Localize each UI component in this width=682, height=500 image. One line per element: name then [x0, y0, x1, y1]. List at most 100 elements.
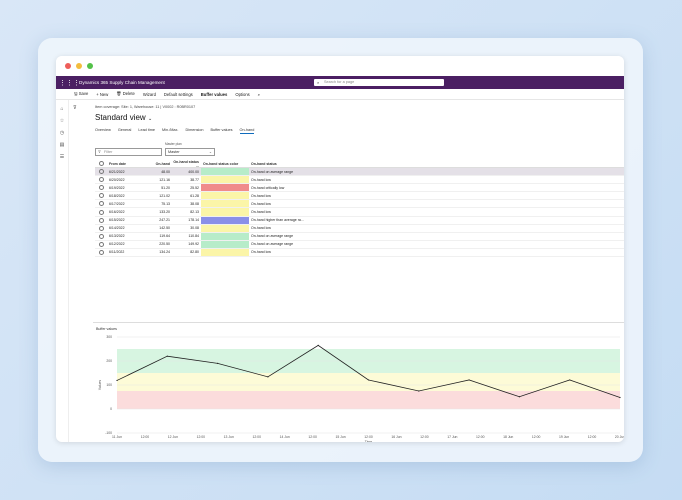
table-row[interactable]: 6/12/2022 220.50 149.92 On-hand on average … [95, 240, 624, 249]
row-select-cell[interactable] [95, 193, 107, 199]
cell-date: 6/20/2022 [109, 177, 125, 182]
delete-button[interactable]: 🗑 Delete [116, 91, 135, 96]
workspaces-icon[interactable]: ▤ [59, 142, 65, 148]
column-header-color[interactable]: On-hand status color [203, 161, 239, 166]
delete-label: Delete [122, 91, 135, 96]
tab-buffer-values[interactable]: Buffer values [210, 128, 233, 132]
cell-date: 6/11/2022 [109, 250, 125, 255]
filter-pane-icon[interactable]: ⊽ [73, 105, 77, 111]
cell-onhand: 75.13 [161, 201, 170, 206]
maximize-dot-icon[interactable] [87, 63, 93, 69]
y-tick-label: -100 [105, 431, 112, 435]
tab-min-max[interactable]: Min./Max. [162, 128, 179, 132]
minimize-dot-icon[interactable] [76, 63, 82, 69]
row-select-radio[interactable] [98, 185, 104, 191]
favorites-icon[interactable]: ☆ [59, 118, 65, 124]
x-tick-label: 12:00 [141, 435, 150, 439]
tab-overview[interactable]: Overview [95, 128, 111, 132]
tab-dimension[interactable]: Dimension [185, 128, 204, 132]
cell-date: 6/21/2022 [109, 169, 125, 174]
column-header-status[interactable]: On-hand status [251, 161, 277, 166]
action-pane: 🖫 Save + New 🗑 Delete Wizard Default set… [56, 89, 624, 100]
cell-date: 6/18/2022 [109, 193, 125, 198]
cell-status: On-hand higher than average ra... [251, 218, 304, 223]
table-row[interactable]: 6/11/2022 134.24 82.80 On-hand low [95, 248, 624, 258]
row-select-radio[interactable] [98, 225, 104, 231]
row-select-radio[interactable] [98, 177, 104, 183]
row-select-cell[interactable] [95, 209, 107, 215]
data-point [619, 396, 621, 399]
column-header-onhand[interactable]: On-hand [155, 161, 170, 166]
cell-status-color [201, 248, 249, 257]
cell-status-color [201, 168, 249, 176]
row-select-cell[interactable] [95, 169, 107, 175]
table-row[interactable]: 6/19/2022 51.20 25.52 On-hand critically lo… [95, 184, 624, 193]
row-select-cell[interactable] [95, 185, 107, 191]
x-tick-label: 12:00 [476, 435, 485, 439]
options-button[interactable]: Options [235, 91, 250, 97]
cell-status-color [201, 192, 249, 200]
app-header: ⋮⋮⋮ Dynamics 365 Supply Chain Management… [56, 76, 624, 89]
row-select-cell[interactable] [95, 233, 107, 239]
waffle-icon[interactable]: ⋮⋮⋮ [59, 79, 80, 87]
row-select-radio[interactable] [98, 233, 104, 239]
search-actions-icon[interactable]: ⌕ [257, 91, 261, 97]
row-select-radio[interactable] [98, 249, 104, 255]
row-select-radio[interactable] [98, 217, 104, 223]
home-icon[interactable]: ⌂ [60, 106, 64, 112]
tab-general[interactable]: General [117, 128, 132, 132]
search-input[interactable]: ⌕ Search for a page [314, 79, 444, 86]
row-select-radio[interactable] [98, 193, 104, 199]
cell-status: On-hand on average range [251, 242, 294, 247]
cell-status-color [201, 224, 249, 232]
y-tick-label: 200 [106, 359, 112, 363]
row-select-cell[interactable] [95, 217, 107, 223]
column-header-date[interactable]: From date [109, 161, 126, 166]
recent-icon[interactable]: ◷ [59, 130, 65, 136]
row-select-cell[interactable] [95, 241, 107, 247]
cell-onhand-pct: 110.84 [188, 234, 199, 239]
select-all-cell[interactable] [95, 161, 107, 166]
tab-lead-time[interactable]: Lead time [138, 128, 156, 132]
buffer-values-button[interactable]: Buffer values [200, 91, 228, 97]
table-row[interactable]: 6/14/2022 142.50 30.08 On-hand low [95, 224, 624, 233]
row-select-cell[interactable] [95, 249, 107, 255]
master-plan-select[interactable]: Master ⌄ [165, 148, 215, 156]
default-settings-button[interactable]: Default settings [163, 91, 193, 97]
table-row[interactable]: 6/15/2022 247.21 178.14 On-hand higher than… [95, 216, 624, 225]
y-tick-label: 0 [110, 407, 112, 411]
row-select-cell[interactable] [95, 177, 107, 183]
buffer-values-chart: -100 0 100 200 300 11 Jun 12:00 12 Jun 12:00 13 J… [98, 335, 624, 442]
wizard-button[interactable]: Wizard [142, 91, 156, 97]
filter-input[interactable]: ⊽ Filter [95, 148, 162, 156]
table-row[interactable]: 6/17/2022 75.13 38.08 On-hand low [95, 200, 624, 209]
y-axis-label: Values [98, 380, 102, 390]
select-all-radio[interactable] [98, 161, 104, 166]
column-header-onhand-pct[interactable]: On-hand status ... [173, 159, 199, 168]
band-low-on-hand [117, 373, 620, 391]
table-row[interactable]: 6/16/2022 133.20 82.13 On-hand low [95, 208, 624, 217]
row-select-cell[interactable] [95, 225, 107, 231]
row-select-radio[interactable] [98, 169, 104, 175]
modules-icon[interactable]: ☰ [59, 154, 65, 160]
cell-status-color [201, 240, 249, 248]
x-tick-label: 12:00 [364, 435, 373, 439]
row-select-radio[interactable] [98, 201, 104, 207]
table-row[interactable]: 6/20/2022 121.16 38.77 On-hand low [95, 176, 624, 185]
row-select-cell[interactable] [95, 201, 107, 207]
view-selector[interactable]: Standard view ⌄ [95, 113, 152, 122]
x-tick-label: 12:00 [532, 435, 541, 439]
table-row[interactable]: 6/21/2022 48.00 400.00 On-hand on average r… [95, 168, 624, 177]
table-row[interactable]: 6/13/2022 119.64 110.84 On-hand on average … [95, 232, 624, 241]
row-select-radio[interactable] [98, 241, 104, 247]
row-select-radio[interactable] [98, 209, 104, 215]
save-button[interactable]: 🖫 Save [74, 90, 89, 96]
cell-status: On-hand low [251, 201, 271, 206]
table-row[interactable]: 6/18/2022 121.02 61.28 On-hand low [95, 192, 624, 201]
close-dot-icon[interactable] [65, 63, 71, 69]
x-tick-label: 20 Jun [615, 435, 624, 439]
tab-on-hand[interactable]: On-hand [239, 128, 255, 134]
cell-onhand: 119.64 [159, 234, 170, 239]
new-button[interactable]: + New [96, 91, 109, 97]
cell-onhand-pct: 38.08 [190, 201, 199, 206]
